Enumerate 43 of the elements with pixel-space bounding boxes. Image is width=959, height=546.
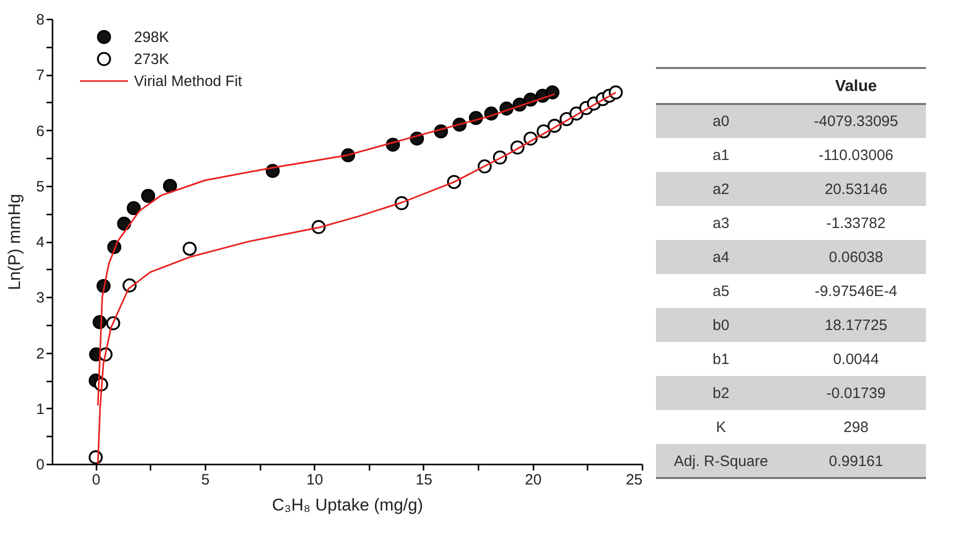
category-label: a2 <box>712 181 730 198</box>
text: 18.17725 <box>824 317 888 334</box>
category-label: Adj. R-Square <box>674 453 768 470</box>
x-tick-label: 20 <box>524 472 542 488</box>
text: 0.06038 <box>828 249 884 266</box>
text: -110.03006 <box>818 147 894 164</box>
text: Value <box>835 78 877 95</box>
x-tick-label: 15 <box>416 472 432 488</box>
x-tick-label: 10 <box>306 472 324 488</box>
text: -9.97546E-4 <box>814 283 898 300</box>
legend-label: 298K <box>134 29 170 46</box>
text: -4079.33095 <box>814 113 898 130</box>
category-label: a4 <box>712 249 730 266</box>
y-tick-label: 2 <box>36 345 44 362</box>
x-tick-label: 5 <box>201 472 210 488</box>
y-tick-label: 1 <box>36 400 44 418</box>
x-axis-title: C₃H₈ Uptake (mg/g) <box>272 496 423 514</box>
category-label: a5 <box>712 283 730 300</box>
text: 0.99161 <box>828 453 884 470</box>
y-tick-label: 4 <box>36 234 44 251</box>
text: 0.0044 <box>833 351 879 368</box>
y-tick-label: 6 <box>36 122 44 140</box>
category-label: b1 <box>712 351 730 368</box>
legend-label: Virial Method Fit <box>134 73 243 90</box>
legend-label: 273K <box>134 51 170 68</box>
y-tick-label: 3 <box>36 290 44 307</box>
y-tick-label: 7 <box>36 67 44 84</box>
category-label: b2 <box>712 385 730 402</box>
y-tick-label: 5 <box>36 178 44 196</box>
x-tick-label: 25 <box>626 472 642 488</box>
y-tick-label: 8 <box>36 12 44 28</box>
y-tick-label: 0 <box>36 456 44 474</box>
text: 298 <box>843 419 869 436</box>
category-label: b0 <box>712 317 730 334</box>
text: -1.33782 <box>826 215 886 232</box>
text: 20.53146 <box>824 181 888 198</box>
category-label: K <box>716 419 726 436</box>
category-label: a3 <box>712 215 730 232</box>
y-axis-title: Ln(P) mmHg <box>5 194 24 290</box>
text: -0.01739 <box>826 385 886 402</box>
x-tick-label: 0 <box>92 472 100 488</box>
category-label: a1 <box>712 147 730 164</box>
category-label: a0 <box>712 113 730 130</box>
